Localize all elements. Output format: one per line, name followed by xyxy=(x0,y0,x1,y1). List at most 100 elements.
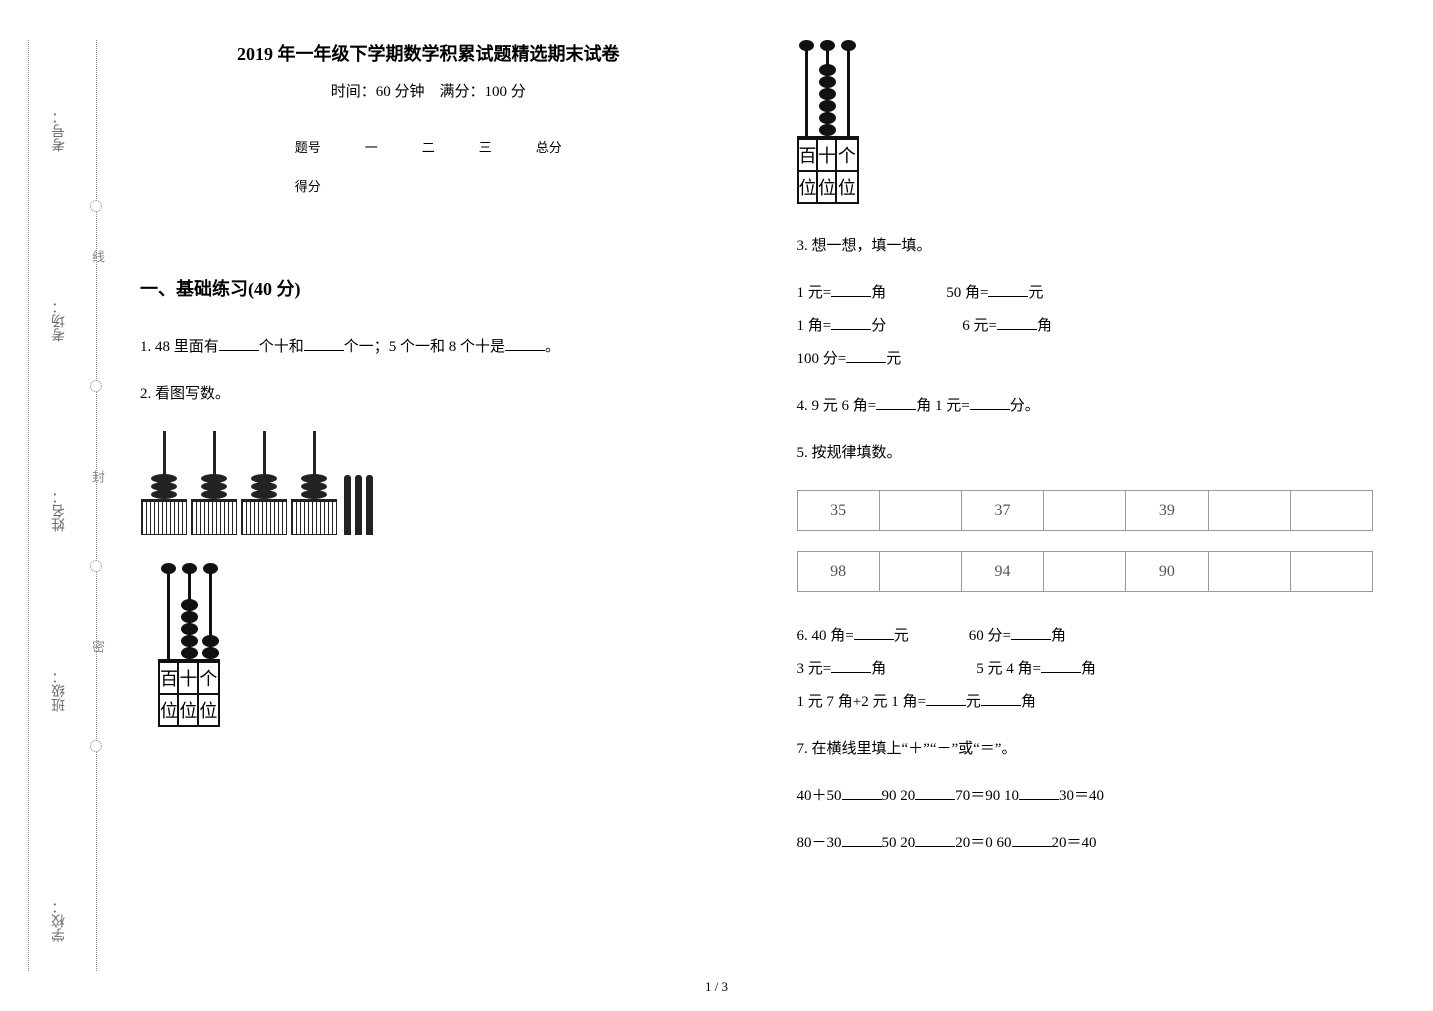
blank xyxy=(981,691,1021,706)
frame-col-label: 百 xyxy=(799,140,818,170)
text: 90 20 xyxy=(882,788,916,804)
frame-col-label: 个 xyxy=(837,140,856,170)
blank xyxy=(1012,832,1052,847)
blank xyxy=(219,336,259,351)
text: 6 元= xyxy=(962,318,997,334)
q6-line: 1 元 7 角+2 元 1 角= 元 角 xyxy=(797,686,1374,719)
score-cell xyxy=(457,166,514,205)
spine-mid-mi: 密 xyxy=(88,640,107,653)
text: 50 20 xyxy=(882,835,916,851)
exam-subtitle: 时间：60 分钟 满分：100 分 xyxy=(140,80,717,101)
text: 1 元 7 角+2 元 1 角= xyxy=(797,694,926,710)
sequence-table-2: 98 94 90 xyxy=(797,551,1374,592)
blank xyxy=(1019,785,1059,800)
page-number: 1 / 3 xyxy=(705,979,728,995)
spine-label-name: 姓名： xyxy=(50,490,70,532)
text: 5 元 4 角= xyxy=(976,661,1041,677)
tally-bars xyxy=(344,455,373,535)
spine-circle xyxy=(90,560,102,572)
q3-line: 100 分=元 xyxy=(797,343,1374,376)
seq-cell: 35 xyxy=(797,491,879,531)
text: 角 1 元= xyxy=(916,398,969,414)
blank xyxy=(1041,658,1081,673)
score-cell xyxy=(514,166,584,205)
q7-row: 40＋5090 2070＝90 1030＝40 xyxy=(797,780,1374,813)
seq-cell: 37 xyxy=(961,491,1043,531)
frame-col-label: 位 xyxy=(199,695,218,725)
q7: 7. 在横线里填上“＋”“－”或“＝”。 xyxy=(797,733,1374,766)
blank xyxy=(988,282,1028,297)
q3-line: 1 角=分 6 元=角 xyxy=(797,310,1374,343)
counting-frame-2: 百 十 个 位 位 位 xyxy=(797,40,1374,204)
text: 元 xyxy=(966,694,981,710)
text: 3 元= xyxy=(797,661,832,677)
spine-circle xyxy=(90,380,102,392)
text: 20＝40 xyxy=(1052,835,1097,851)
sequence-table-1: 35 37 39 xyxy=(797,490,1374,531)
abacus-unit xyxy=(240,431,288,535)
blank xyxy=(915,832,955,847)
q3: 3. 想一想，填一填。 xyxy=(797,230,1374,263)
q6-line: 3 元= 角 5 元 4 角= 角 xyxy=(797,653,1374,686)
text: 元 xyxy=(1028,285,1043,301)
spine-dotline-inner xyxy=(96,40,97,971)
q7-row: 80－30 50 20 20＝0 60 20＝40 xyxy=(797,827,1374,860)
blank xyxy=(304,336,344,351)
frame-col-label: 十 xyxy=(818,140,837,170)
spine-label-room: 考场： xyxy=(50,300,70,342)
spine-circle xyxy=(90,740,102,752)
text: 60 分= xyxy=(969,628,1011,644)
binding-spine: 考号： 线 考场： 封 姓名： 密 班级： 学校： xyxy=(0,0,120,1011)
frame-col-label: 位 xyxy=(818,172,837,202)
text: 1 角= xyxy=(797,318,832,334)
spine-mid-feng: 封 xyxy=(88,470,107,483)
text: 6. 40 角= xyxy=(797,628,854,644)
text: 角 xyxy=(1021,694,1036,710)
text: 20＝0 60 xyxy=(955,835,1011,851)
seq-cell xyxy=(1044,552,1126,592)
blank xyxy=(915,785,955,800)
frame-col-label: 百 xyxy=(160,663,179,693)
right-column: 百 十 个 位 位 位 3. 想一想，填一填。 1 元=角 50 角=元 1 xyxy=(797,40,1374,971)
text: 70＝90 10 xyxy=(955,788,1019,804)
text: 100 分= xyxy=(797,351,847,367)
score-cell xyxy=(343,166,400,205)
abacus-unit xyxy=(290,431,338,535)
seq-cell xyxy=(879,552,961,592)
spine-label-examno: 考号： xyxy=(50,110,70,152)
frame-col-label: 位 xyxy=(799,172,818,202)
text: 角 xyxy=(871,661,886,677)
blank xyxy=(846,348,886,363)
seq-cell xyxy=(1208,491,1290,531)
blank xyxy=(842,832,882,847)
text: 40＋50 xyxy=(797,788,842,804)
text: 4. 9 元 6 角= xyxy=(797,398,877,414)
blank xyxy=(926,691,966,706)
spine-mid-xian: 线 xyxy=(88,250,107,263)
seq-cell xyxy=(1208,552,1290,592)
q1-text: 个一；5 个一和 8 个十是 xyxy=(344,339,505,355)
text: 角 xyxy=(871,285,886,301)
blank xyxy=(970,395,1010,410)
spine-label-school: 学校： xyxy=(50,900,70,942)
left-column: 2019 年一年级下学期数学积累试题精选期末试卷 时间：60 分钟 满分：100… xyxy=(140,40,717,971)
q4: 4. 9 元 6 角=角 1 元=分。 xyxy=(797,390,1374,423)
blank xyxy=(997,315,1037,330)
frame-col-label: 十 xyxy=(179,663,198,693)
blank xyxy=(831,282,871,297)
text: 角 xyxy=(1081,661,1096,677)
text: 50 角= xyxy=(946,285,988,301)
q6-line: 6. 40 角=元 60 分=角 xyxy=(797,620,1374,653)
spine-circle xyxy=(90,200,102,212)
score-cell xyxy=(400,166,457,205)
text: 角 xyxy=(1051,628,1066,644)
text: 80－30 xyxy=(797,835,842,851)
seq-cell xyxy=(879,491,961,531)
text: 分 xyxy=(871,318,886,334)
score-th: 三 xyxy=(457,127,514,166)
score-th: 总分 xyxy=(514,127,584,166)
blank xyxy=(842,785,882,800)
frame-col-label: 位 xyxy=(837,172,856,202)
abacus-unit xyxy=(190,431,238,535)
seq-cell xyxy=(1290,552,1372,592)
